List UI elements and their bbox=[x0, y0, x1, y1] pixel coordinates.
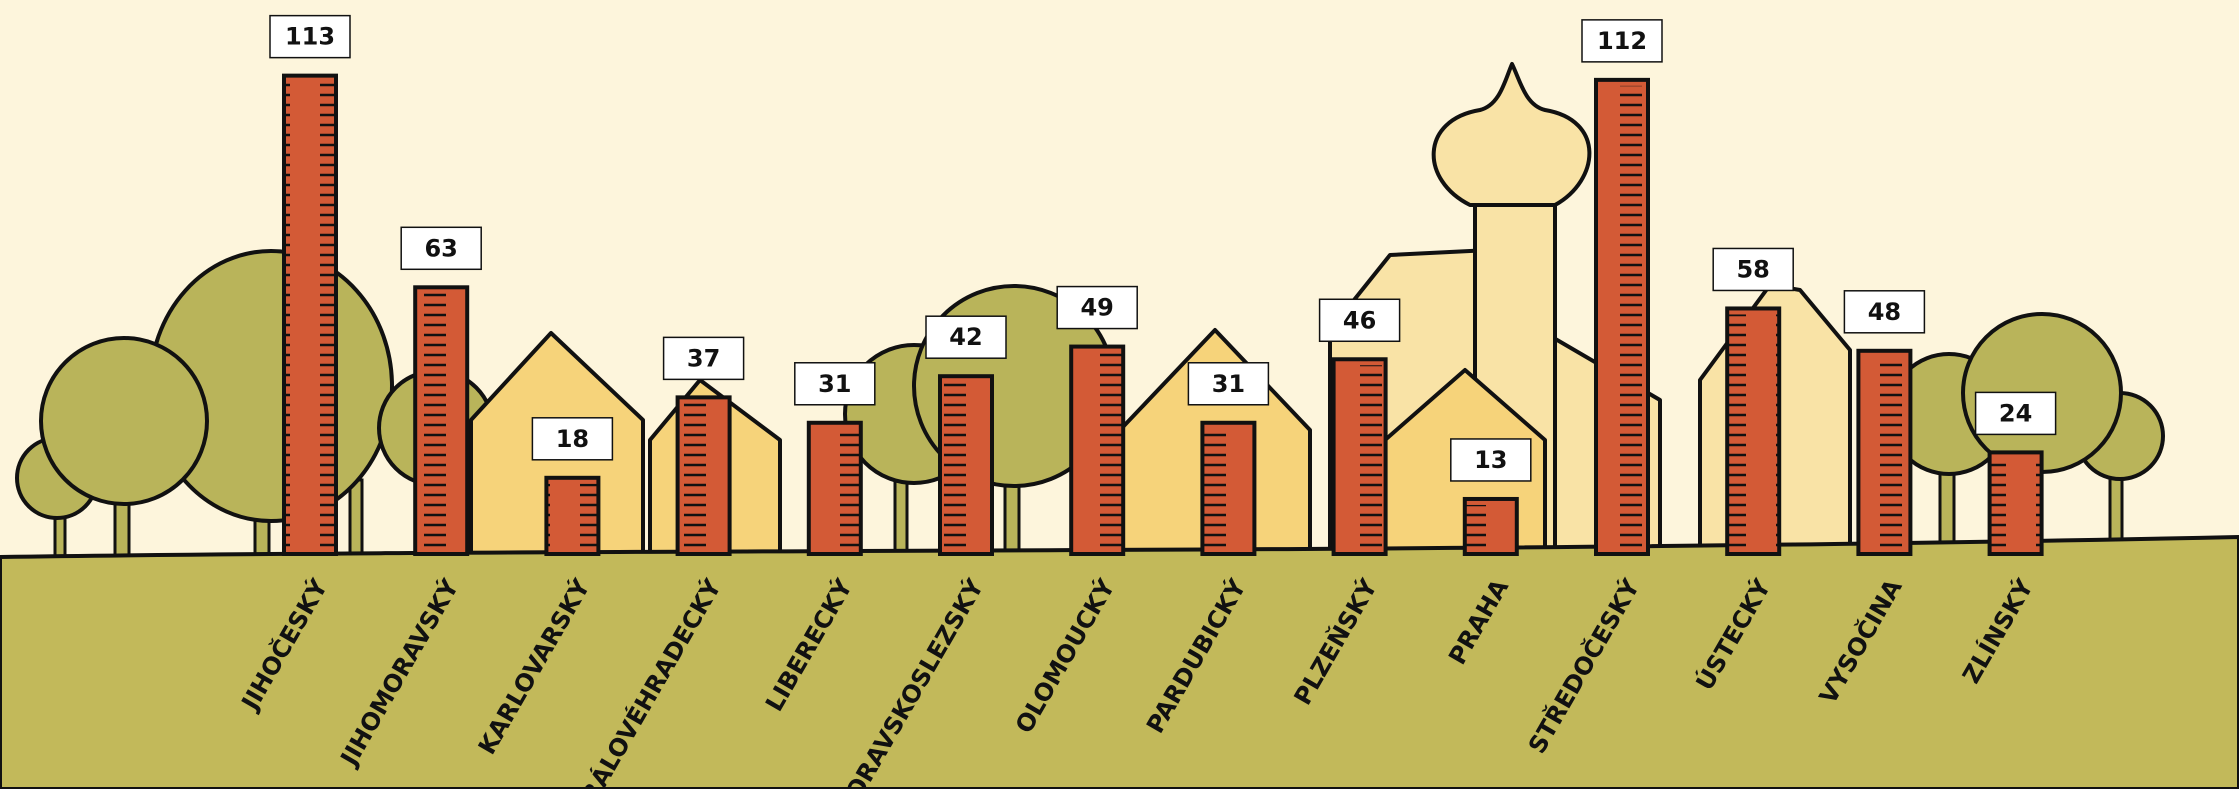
dome bbox=[1431, 62, 1592, 207]
value-label: 49 bbox=[1080, 294, 1113, 322]
value-label-box bbox=[1712, 247, 1794, 292]
value-label-box bbox=[1056, 285, 1138, 330]
bar-ruler bbox=[415, 293, 468, 552]
value-label: 13 bbox=[1474, 446, 1507, 474]
bar-ruler bbox=[1071, 352, 1124, 552]
value-label: 113 bbox=[285, 23, 335, 51]
value-label: 112 bbox=[1597, 27, 1647, 55]
value-label-box bbox=[925, 315, 1007, 359]
bar-ruler bbox=[284, 81, 336, 552]
bar-ruler bbox=[677, 403, 730, 552]
value-label: 24 bbox=[1999, 399, 2032, 427]
value-label-box bbox=[794, 362, 876, 406]
value-label-box bbox=[1450, 438, 1532, 482]
value-label-box bbox=[1974, 391, 2057, 436]
value-label: 46 bbox=[1343, 306, 1376, 334]
trunk bbox=[348, 478, 364, 558]
value-label: 31 bbox=[818, 370, 851, 398]
value-label-box bbox=[1843, 290, 1926, 334]
value-label-box bbox=[1187, 362, 1270, 406]
bar-ruler bbox=[940, 382, 992, 552]
bar-ruler bbox=[1989, 458, 2042, 552]
value-label-box bbox=[400, 226, 482, 271]
value-label: 18 bbox=[556, 425, 589, 453]
value-label-box bbox=[662, 336, 745, 381]
value-label: 48 bbox=[1868, 298, 1901, 326]
value-label: 58 bbox=[1736, 255, 1769, 283]
value-label-box bbox=[1318, 298, 1401, 343]
value-label-box bbox=[1581, 19, 1663, 63]
bar-ruler bbox=[808, 428, 861, 552]
value-label: 42 bbox=[949, 323, 982, 351]
value-label: 31 bbox=[1212, 370, 1245, 398]
bar-ruler bbox=[1858, 356, 1911, 552]
bar-ruler bbox=[1464, 504, 1517, 552]
bar-ruler bbox=[1333, 365, 1386, 552]
bar-ruler bbox=[1202, 428, 1255, 552]
value-label: 37 bbox=[687, 344, 720, 372]
bar-ruler bbox=[1596, 85, 1648, 552]
value-label: 63 bbox=[424, 234, 457, 262]
tree bbox=[39, 336, 209, 506]
bar-ruler bbox=[1727, 314, 1780, 552]
value-label-box bbox=[531, 417, 614, 461]
ground bbox=[0, 534, 2239, 789]
value-label-box bbox=[269, 14, 351, 59]
bar-ruler bbox=[546, 483, 599, 552]
